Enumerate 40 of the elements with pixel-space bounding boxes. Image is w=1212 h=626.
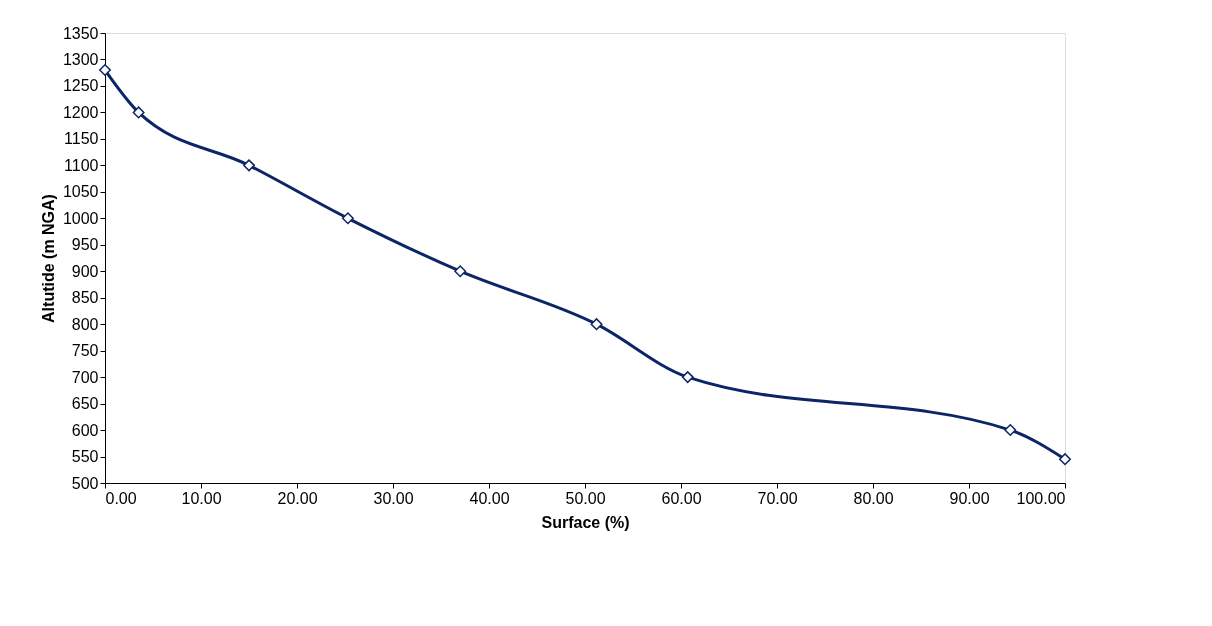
- x-tick-label: 0.00: [105, 489, 137, 507]
- y-tick-label: 1050: [62, 183, 99, 201]
- point: [99, 64, 111, 77]
- y-tick-label: 1350: [62, 24, 99, 42]
- x-tick-label: 10.00: [181, 489, 222, 507]
- y-tick-label: 750: [71, 342, 99, 360]
- x-tick-label: 100.00: [1016, 489, 1066, 507]
- x-tick-label: 20.00: [277, 489, 318, 507]
- point: [243, 159, 255, 172]
- y-tick-label: 1300: [62, 50, 99, 68]
- x-tick-label: 90.00: [949, 489, 990, 507]
- y-tick-label: 650: [71, 395, 99, 413]
- x-axis-title: Surface (%): [541, 513, 630, 531]
- y-tick-label: 950: [71, 236, 99, 254]
- y-tick-label: 1150: [64, 130, 99, 148]
- y-tick-label: 1250: [62, 77, 99, 95]
- point: [341, 212, 354, 225]
- point: [681, 371, 694, 384]
- y-tick-label: 1200: [62, 103, 99, 121]
- y-tick-label: 1100: [64, 156, 99, 174]
- y-tick-label: 700: [71, 368, 99, 386]
- y-tick-label: 600: [71, 421, 99, 439]
- x-tick-label: 60.00: [661, 489, 702, 507]
- point: [454, 265, 467, 278]
- x-tick-label: 50.00: [565, 489, 606, 507]
- x-tick-label: 80.00: [853, 489, 894, 507]
- point: [132, 106, 145, 119]
- point: [1004, 424, 1017, 437]
- point: [590, 318, 603, 331]
- x-tick-label: 30.00: [373, 489, 414, 507]
- y-tick-label: 900: [71, 262, 99, 280]
- y-tick-label: 800: [71, 315, 99, 333]
- y-tick-label: 550: [71, 448, 99, 466]
- x-tick-label: 40.00: [469, 489, 510, 507]
- y-axis-title: Altutide (m NGA): [39, 194, 57, 323]
- point: [1059, 453, 1071, 466]
- y-tick-label: 1000: [62, 209, 99, 227]
- y-tick-label: 500: [71, 474, 99, 492]
- x-tick-label: 70.00: [757, 489, 798, 507]
- y-tick-label: 850: [71, 289, 99, 307]
